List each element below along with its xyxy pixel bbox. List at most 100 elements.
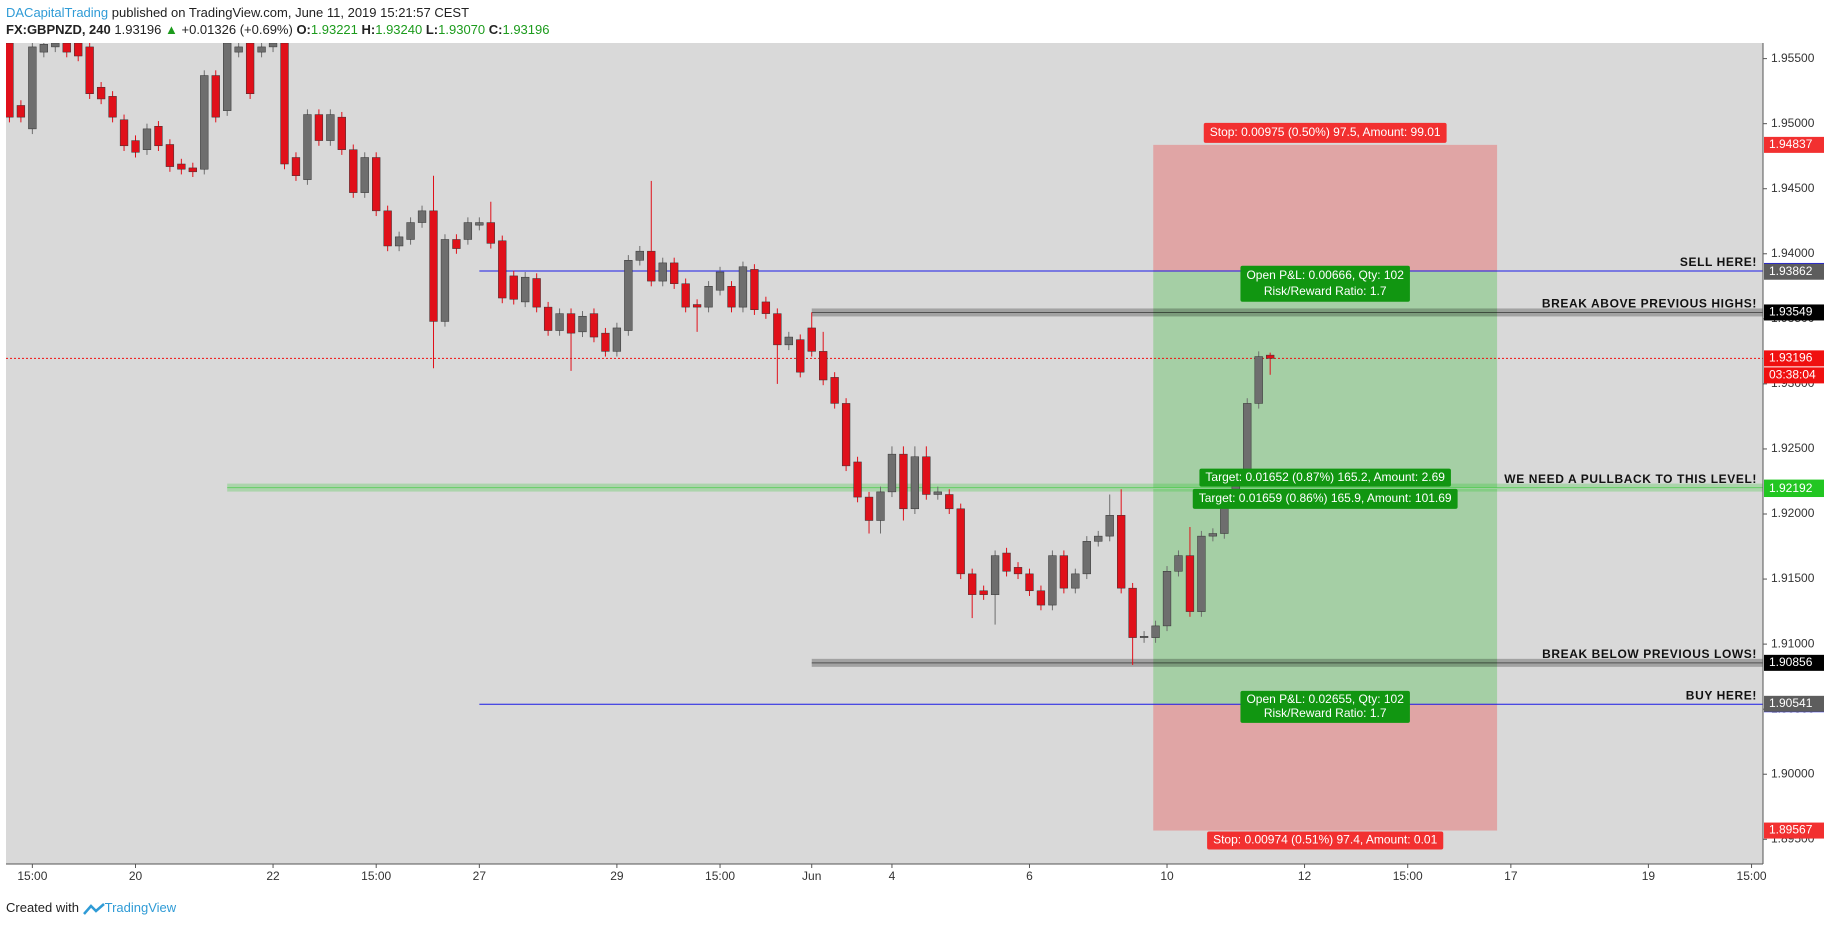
stop-label-box (1207, 831, 1444, 850)
candle-body (349, 149, 358, 193)
candle-body (337, 116, 346, 150)
published: published on TradingView.com, June 11, 2… (111, 5, 470, 20)
stop-label-text: Stop: 0.00974 (0.51%) 97.4, Amount: 0.01 (1213, 833, 1437, 847)
candle-body (1082, 541, 1091, 575)
candle-body (796, 339, 805, 373)
candle-body (910, 456, 920, 510)
candle-body (28, 46, 37, 130)
target-label: Target: 0.01659 (0.86%) 165.9, Amount: 1… (1192, 488, 1458, 509)
candle-body (1151, 625, 1160, 638)
plot: SELL HERE! BREAK ABOVE PREVIOUS HIGHS! WE … (6, 43, 1763, 850)
candle-body (658, 262, 667, 282)
price-tag (1764, 654, 1824, 671)
candle-body (864, 496, 874, 521)
stop-label: Stop: 0.00974 (0.51%) 97.4, Amount: 0.01 (1207, 831, 1444, 850)
candle-body (612, 327, 622, 352)
candle-body (761, 301, 771, 314)
ohlc-value: 1.93196 (502, 22, 550, 37)
candle-body (887, 453, 897, 493)
pnl-label-text: Open P&L: 0.02655, Qty: 102 (1246, 692, 1404, 706)
candle-body (452, 239, 461, 249)
pnl-label-box (1240, 690, 1410, 723)
candle-body (1266, 354, 1275, 359)
last: 1.93196 (114, 22, 162, 37)
candle-body (39, 44, 48, 53)
pnl-label-box (1240, 265, 1410, 302)
ohlc-value: 1.93221 (310, 22, 358, 37)
x-tick-label: 15:00 (17, 869, 47, 883)
candle-body (372, 157, 381, 212)
pnl-label-text: Open P&L: 0.00666, Qty: 102 (1246, 268, 1404, 282)
x-tick-label: 22 (266, 869, 280, 883)
candle-body (670, 262, 679, 284)
candle-body (933, 491, 942, 495)
candle-body (681, 283, 690, 308)
stop-label-text: Stop: 0.00975 (0.50%) 97.5, Amount: 99.0… (1210, 125, 1441, 139)
level-label: BREAK ABOVE PREVIOUS HIGHS! (1542, 297, 1757, 311)
brand[interactable]: TradingView (104, 900, 177, 915)
candle-body (1208, 533, 1218, 537)
x-tick-label: 19 (1642, 869, 1656, 883)
candle-body (51, 43, 60, 48)
candle-body (62, 43, 71, 53)
candle-body (211, 75, 220, 118)
footer: Created with TradingView (6, 900, 176, 915)
price-tag-text: 1.89567 (1769, 823, 1813, 837)
y-tick-label: 1.90000 (1771, 766, 1815, 780)
price-tag-text: 1.93549 (1769, 305, 1813, 319)
ohlc-label: H: (361, 22, 376, 37)
candle-body (131, 140, 140, 153)
candle-body (784, 336, 793, 346)
x-tick-label: 15:00 (361, 869, 391, 883)
candle-body (291, 157, 301, 176)
candle-body (692, 304, 702, 308)
candle-body (566, 313, 576, 334)
candle-body (1162, 571, 1172, 627)
x-tick-label: 4 (889, 869, 896, 883)
x-tick-label: 12 (1298, 869, 1312, 883)
candle-body (1048, 555, 1057, 606)
price-tag-text: 1.93862 (1769, 264, 1813, 278)
candle-body (1174, 555, 1183, 572)
candle-body (1128, 587, 1137, 638)
price-tag-text: 1.92192 (1769, 481, 1813, 495)
candle-body (750, 269, 759, 310)
candle-body (1254, 356, 1263, 404)
candle-body (647, 250, 656, 282)
candle-body (383, 210, 392, 247)
candle-body (945, 494, 954, 510)
target-label-box (1199, 468, 1451, 487)
stop-label-box (1203, 122, 1447, 143)
candle-body (85, 46, 94, 94)
price-tag (1764, 350, 1824, 367)
candle-body (280, 43, 289, 165)
candle-body (830, 377, 839, 404)
candle-body (990, 555, 1000, 595)
candle-body (406, 222, 415, 240)
candle-body (773, 313, 782, 346)
candle-body (326, 114, 335, 141)
candle-body (463, 222, 473, 240)
author[interactable]: DACapitalTrading (6, 5, 109, 20)
candle-body (704, 286, 713, 308)
price-tag (1764, 822, 1824, 839)
candle-body (589, 313, 599, 338)
candle-body (922, 456, 931, 495)
x-tick-label: 15:00 (1737, 869, 1767, 883)
candle-body (303, 114, 312, 180)
level-label: BUY HERE! (1686, 688, 1757, 702)
price-tag (1764, 695, 1824, 712)
loss-zone (1153, 144, 1498, 272)
pnl-label-text: Risk/Reward Ratio: 1.7 (1264, 284, 1387, 298)
x-tick-label: 15:00 (1393, 869, 1423, 883)
candle-body (578, 315, 587, 333)
candle-body (509, 275, 518, 300)
candle-body (96, 86, 106, 100)
candle-body (16, 105, 26, 118)
candle-body (268, 43, 278, 48)
candle-body (200, 75, 209, 170)
x-tick-label: 29 (610, 869, 624, 883)
ohlc-label: C: (488, 22, 503, 37)
candle-body (1071, 573, 1080, 589)
